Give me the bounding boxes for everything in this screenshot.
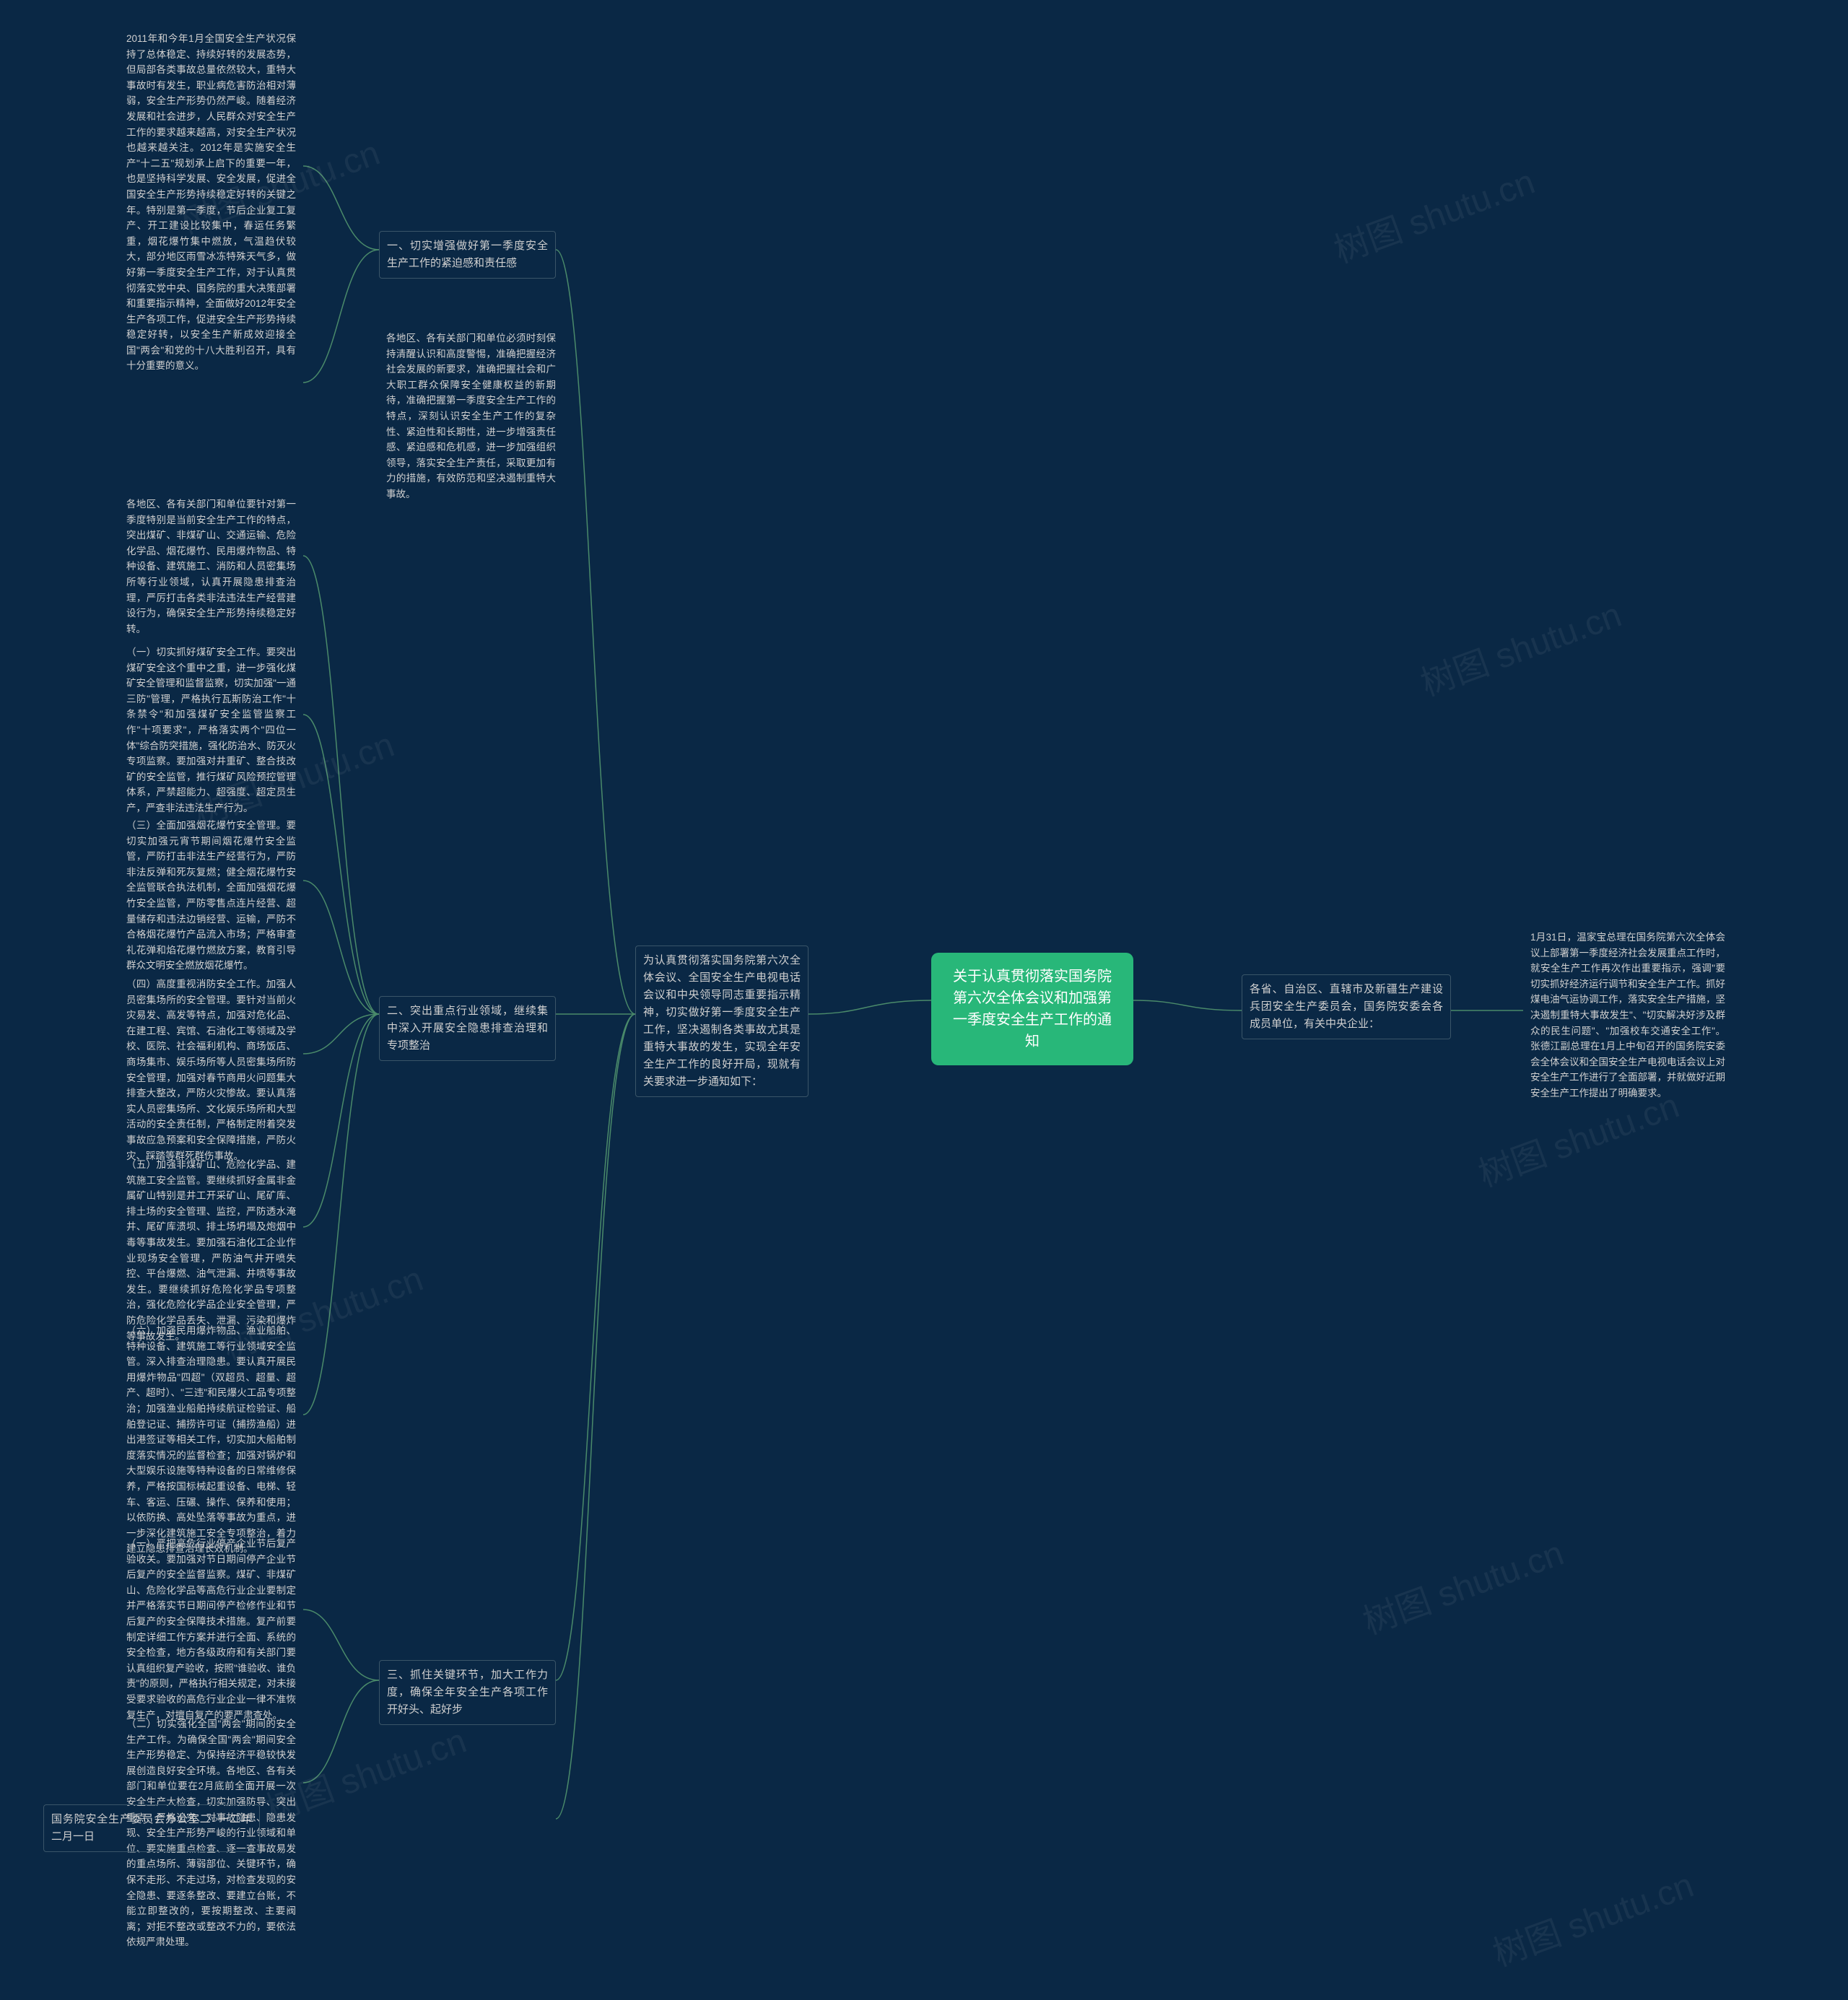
b3-title[interactable]: 三、抓住关键环节，加大工作力度，确保全年安全生产各项工作开好头、起好步 [379,1660,556,1725]
b2-i2[interactable]: （三）全面加强烟花爆竹安全管理。要切实加强元宵节期间烟花爆竹安全监管，严防打击非… [119,812,303,979]
footer-node[interactable]: 国务院安全生产委员会办公室二○一二年二月一日 [43,1804,260,1852]
b1-title[interactable]: 一、切实增强做好第一季度安全生产工作的紧迫感和责任感 [379,231,556,279]
watermark: 树图 shutu.cn [1413,586,1627,705]
b3-i1[interactable]: （一）严把高危行业停产企业节后复产验收关。要加强对节日期间停产企业节后复产的安全… [119,1530,303,1729]
watermark: 树图 shutu.cn [1485,1856,1699,1975]
b2-i5[interactable]: （六）加强民用爆炸物品、渔业船舶、特种设备、建筑施工等行业领域安全监管。深入排查… [119,1317,303,1563]
b2-intro[interactable]: 各地区、各有关部门和单位要针对第一季度特别是当前安全生产工作的特点，突出煤矿、非… [119,491,303,642]
watermark: 树图 shutu.cn [1355,1524,1569,1643]
right-lvl1[interactable]: 各省、自治区、直辖市及新疆生产建设兵团安全生产委员会，国务院安委会各成员单位，有… [1242,974,1451,1039]
b2-i3[interactable]: （四）高度重视消防安全工作。加强人员密集场所的安全管理。要针对当前火灾易发、高发… [119,971,303,1169]
b2-i1[interactable]: （一）切实抓好煤矿安全工作。要突出煤矿安全这个重中之重，进一步强化煤矿安全管理和… [119,639,303,822]
center-lvl1[interactable]: 为认真贯彻落实国务院第六次全体会议、全国安全生产电视电话会议和中央领导同志重要指… [635,946,808,1097]
b1-p2[interactable]: 各地区、各有关部门和单位必须时刻保持清醒认识和高度警惕，准确把握经济社会发展的新… [379,325,563,508]
root-node[interactable]: 关于认真贯彻落实国务院第六次全体会议和加强第一季度安全生产工作的通知 [931,953,1133,1065]
b2-title[interactable]: 二、突出重点行业领域，继续集中深入开展安全隐患排查治理和专项整治 [379,996,556,1061]
watermark: 树图 shutu.cn [1326,153,1540,272]
right-lvl2[interactable]: 1月31日，温家宝总理在国务院第六次全体会议上部署第一季度经济社会发展重点工作时… [1523,924,1732,1107]
b1-p1[interactable]: 2011年和今年1月全国安全生产状况保持了总体稳定、持续好转的发展态势，但局部各… [119,25,303,380]
